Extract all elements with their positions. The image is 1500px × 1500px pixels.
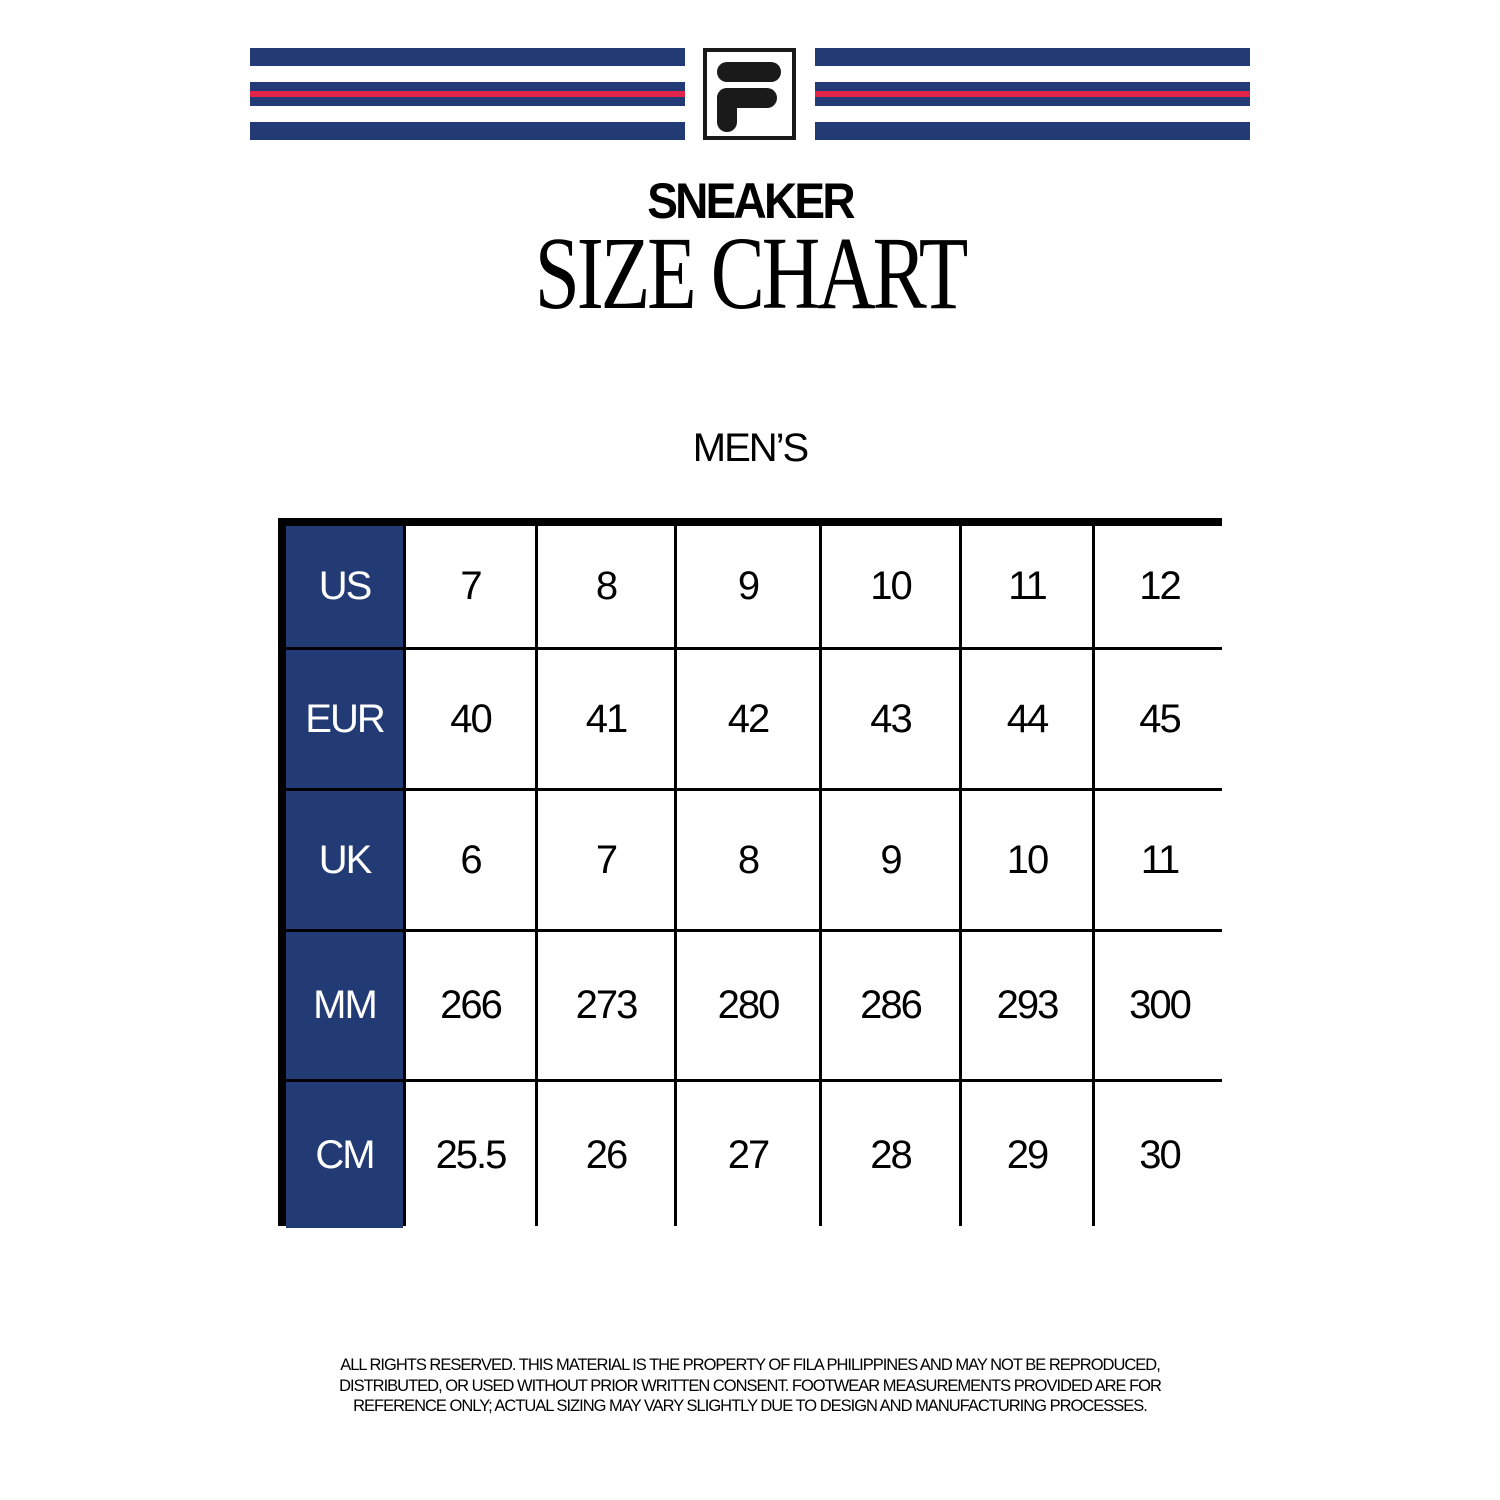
header-stripes-left <box>250 48 685 140</box>
table-cell: 300 <box>1095 932 1224 1079</box>
row-header-eur: EUR <box>286 650 403 788</box>
table-cell: 44 <box>962 650 1092 788</box>
table-cell: 10 <box>962 791 1092 929</box>
table-cell: 280 <box>677 932 819 1079</box>
title-sneaker: SNEAKER <box>647 173 855 229</box>
table-cell: 7 <box>406 526 535 647</box>
table-cell: 40 <box>406 650 535 788</box>
table-cell: 8 <box>677 791 819 929</box>
table-cell: 266 <box>406 932 535 1079</box>
table-cell: 11 <box>1095 791 1224 929</box>
table-cell: 286 <box>822 932 959 1079</box>
table-cell: 41 <box>538 650 674 788</box>
table-cell: 45 <box>1095 650 1224 788</box>
footer-line: REFERENCE ONLY; ACTUAL SIZING MAY VARY S… <box>353 1397 1148 1415</box>
table-cell: 26 <box>538 1082 674 1228</box>
footer-disclaimer: ALL RIGHTS RESERVED. THIS MATERIAL IS TH… <box>0 1355 1500 1417</box>
row-header-cm: CM <box>286 1082 403 1228</box>
table-cell: 9 <box>677 526 819 647</box>
table-cell: 43 <box>822 650 959 788</box>
table-cell: 29 <box>962 1082 1092 1228</box>
section-heading: MEN’S <box>692 426 809 470</box>
table-cell: 25.5 <box>406 1082 535 1228</box>
table-cell: 28 <box>822 1082 959 1228</box>
table-cell: 7 <box>538 791 674 929</box>
row-header-mm: MM <box>286 932 403 1079</box>
table-cell: 9 <box>822 791 959 929</box>
table-cell: 12 <box>1095 526 1224 647</box>
row-header-uk: UK <box>286 791 403 929</box>
table-cell: 27 <box>677 1082 819 1228</box>
header-stripes-right <box>815 48 1250 140</box>
table-cell: 8 <box>538 526 674 647</box>
table-cell: 293 <box>962 932 1092 1079</box>
table-cell: 11 <box>962 526 1092 647</box>
footer-line: DISTRIBUTED, OR USED WITHOUT PRIOR WRITT… <box>339 1376 1162 1395</box>
title-size-chart: SIZE CHART <box>534 216 968 331</box>
size-table: US 7 8 9 10 11 12 EUR 40 41 42 43 44 45 UK 6 7 8 9 10 11 MM 26… <box>278 518 1224 1228</box>
table-cell: 10 <box>822 526 959 647</box>
table-cell: 6 <box>406 791 535 929</box>
table-cell: 30 <box>1095 1082 1224 1228</box>
fila-logo <box>703 48 796 140</box>
row-header-us: US <box>286 526 403 647</box>
footer-line: ALL RIGHTS RESERVED. THIS MATERIAL IS TH… <box>340 1356 1161 1374</box>
table-cell: 42 <box>677 650 819 788</box>
table-cell: 273 <box>538 932 674 1079</box>
